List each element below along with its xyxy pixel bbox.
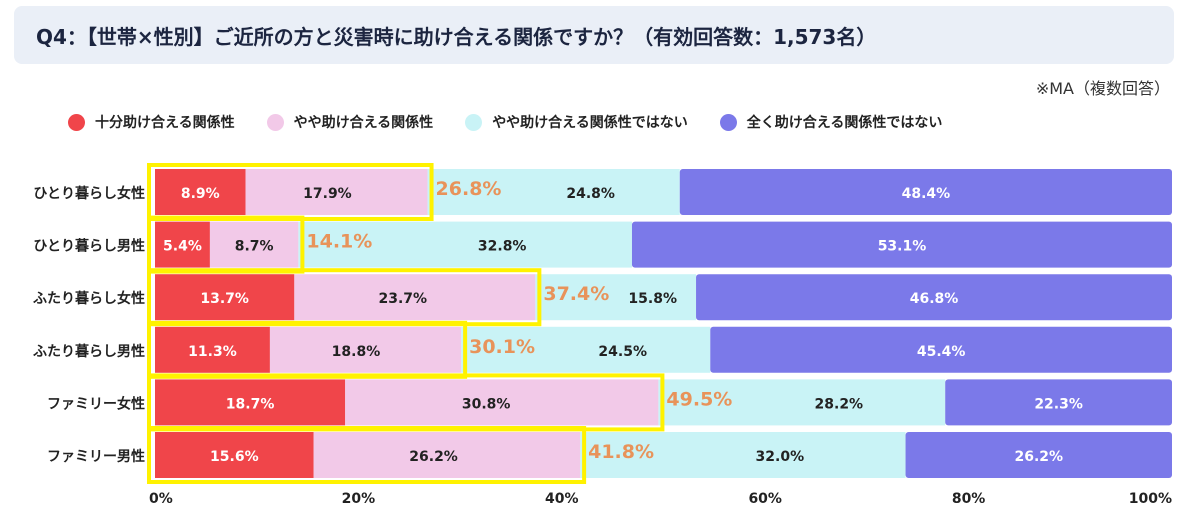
category-label: ふたり暮らし男性 <box>33 343 145 360</box>
legend-dot-not-at-all <box>719 113 737 131</box>
bar-segment-not-really <box>461 326 711 373</box>
legend-label-somewhat: やや助け合える関係性 <box>293 115 434 131</box>
data-label-very: 8.9% <box>181 186 220 202</box>
data-label-not-at-all: 22.3% <box>1034 396 1083 412</box>
data-label-not-at-all: 53.1% <box>878 239 927 255</box>
bar-segment-not-at-all <box>696 274 1172 321</box>
data-label-not-at-all: 48.4% <box>902 186 951 202</box>
legend-dot-not-really <box>465 113 483 131</box>
bar-segment-somewhat <box>209 221 299 268</box>
highlight-total-label: 26.8% <box>436 178 502 200</box>
bar-segment-somewhat <box>345 379 659 426</box>
data-label-somewhat: 30.8% <box>462 396 511 412</box>
bar-segment-not-really <box>535 274 697 321</box>
bar-segment-not-at-all <box>905 432 1172 478</box>
bar-segment-very <box>155 169 246 215</box>
legend-item-somewhat: やや助け合える関係性 <box>266 112 434 132</box>
data-label-very: 15.6% <box>210 449 259 465</box>
x-tick-label: 80% <box>952 491 986 507</box>
x-tick-label: 0% <box>149 491 173 507</box>
bar-segment-very <box>155 379 346 426</box>
x-tick-label: 20% <box>342 491 376 507</box>
x-tick-label: 100% <box>1129 491 1172 507</box>
chart-title: Q4：【世帯×性別】ご近所の方と災害時に助け合える関係ですか？（有効回答数：1,… <box>36 24 877 49</box>
legend-label-not-really: やや助け合える関係性ではない <box>492 115 688 131</box>
data-label-very: 13.7% <box>200 291 249 307</box>
data-label-somewhat: 18.8% <box>332 344 381 360</box>
data-label-very: 18.7% <box>226 396 275 412</box>
bar-segment-not-at-all <box>945 379 1172 426</box>
legend-dot-very <box>68 113 85 131</box>
bar-segment-not-really <box>427 169 680 215</box>
data-label-not-at-all: 45.4% <box>917 344 966 360</box>
bar-segment-very <box>155 221 210 268</box>
legend-item-very: 十分助け合える関係性 <box>68 112 235 132</box>
x-tick-label: 60% <box>748 491 782 507</box>
highlight-total-label: 30.1% <box>469 336 535 358</box>
data-label-very: 5.4% <box>163 239 202 255</box>
data-label-not-really: 32.8% <box>478 239 527 255</box>
bar-segment-not-really <box>658 379 946 426</box>
category-label: ひとり暮らし男性 <box>33 238 145 255</box>
data-label-not-really: 24.5% <box>598 344 647 360</box>
data-label-somewhat: 26.2% <box>409 449 458 465</box>
data-label-not-really: 32.0% <box>756 449 805 465</box>
bar-segment-very <box>155 326 270 373</box>
bar-segment-very <box>155 274 295 321</box>
data-label-somewhat: 17.9% <box>303 186 352 202</box>
category-label: ふたり暮らし女性 <box>33 290 145 307</box>
category-label: ファミリー女性 <box>47 395 145 412</box>
bar-segment-somewhat <box>245 169 428 215</box>
legend-label-not-at-all: 全く助け合える関係性ではない <box>746 115 943 131</box>
legend-item-not-at-all: 全く助け合える関係性ではない <box>719 112 943 132</box>
bar-segment-very <box>155 432 314 478</box>
data-label-not-really: 24.8% <box>566 186 615 202</box>
data-label-somewhat: 23.7% <box>379 291 428 307</box>
legend: 十分助け合える関係性 やや助け合える関係性 やや助け合える関係性ではない 全く助… <box>68 112 942 132</box>
legend-item-not-really: やや助け合える関係性ではない <box>465 112 688 132</box>
data-label-not-at-all: 26.2% <box>1014 449 1063 465</box>
data-label-very: 11.3% <box>188 344 237 360</box>
category-label: ファミリー男性 <box>47 448 145 465</box>
legend-label-very: 十分助け合える関係性 <box>95 115 235 131</box>
highlight-total-label: 14.1% <box>306 231 372 253</box>
bar-segment-not-at-all <box>710 326 1172 373</box>
bar-segment-not-really <box>298 221 632 268</box>
multiple-answer-note: ※MA（複数回答） <box>1035 79 1170 98</box>
bar-segment-not-at-all <box>631 221 1172 268</box>
bar-segment-not-at-all <box>679 169 1172 215</box>
data-label-not-really: 28.2% <box>815 396 864 412</box>
data-label-not-at-all: 46.8% <box>910 291 959 307</box>
bar-segment-not-really <box>580 432 906 478</box>
bar-segment-somewhat <box>269 326 462 373</box>
category-label: ひとり暮らし女性 <box>33 185 145 202</box>
bar-segment-somewhat <box>294 274 536 321</box>
highlight-total-label: 41.8% <box>588 441 654 463</box>
x-tick-label: 40% <box>545 491 579 507</box>
highlight-box <box>147 426 587 484</box>
legend-dot-somewhat <box>266 113 284 131</box>
title-banner: Q4：【世帯×性別】ご近所の方と災害時に助け合える関係ですか？（有効回答数：1,… <box>14 6 1174 64</box>
data-label-not-really: 15.8% <box>628 291 677 307</box>
data-label-somewhat: 8.7% <box>235 239 274 255</box>
highlight-total-label: 49.5% <box>666 388 732 410</box>
bar-segment-somewhat <box>313 432 581 478</box>
highlight-total-label: 37.4% <box>543 283 609 305</box>
